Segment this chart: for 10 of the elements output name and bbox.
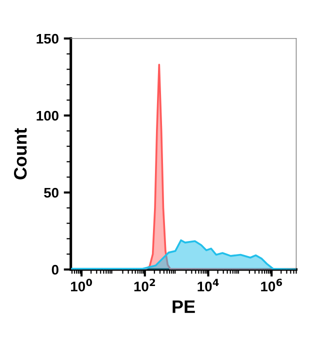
- x-tick-label: 10$^{0}$: [71, 278, 92, 292]
- x-tick-label: 10$^{2}$: [134, 278, 155, 292]
- y-tick-label: 100: [36, 110, 58, 121]
- y-tick-label: 150: [36, 34, 58, 44]
- x-axis-title: PE: [172, 300, 195, 313]
- x-tick-label: 10$^{4}$: [198, 278, 219, 292]
- x-tick-label: 10$^{6}$: [261, 278, 282, 292]
- y-tick-label: 50: [44, 188, 58, 198]
- y-axis-title: Count: [14, 128, 27, 180]
- y-tick-label: 0: [52, 264, 58, 275]
